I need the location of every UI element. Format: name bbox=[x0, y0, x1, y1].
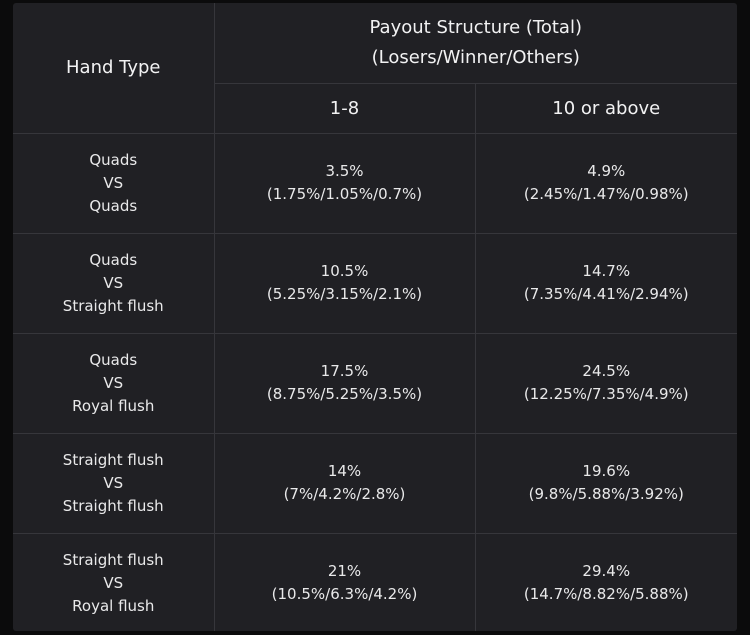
table-row: Straight flush VS Royal flush 21% (10.5%… bbox=[13, 532, 737, 631]
payout-cell-tier2: 29.4% (14.7%/8.82%/5.88%) bbox=[474, 532, 737, 631]
hand-type-cell: Quads VS Royal flush bbox=[13, 332, 215, 434]
payout-table-container: Hand Type Payout Structure (Total) (Lose… bbox=[13, 3, 737, 631]
payout-cell-tier1: 17.5% (8.75%/5.25%/3.5%) bbox=[213, 332, 476, 434]
payout-split: (7%/4.2%/2.8%) bbox=[283, 485, 406, 503]
hand-type-cell: Quads VS Quads bbox=[13, 132, 215, 234]
payout-subtitle: (Losers/Winner/Others) bbox=[371, 46, 580, 68]
hand-a: Quads bbox=[89, 250, 138, 269]
hand-a: Quads bbox=[89, 350, 138, 369]
table-row: Quads VS Straight flush 10.5% (5.25%/3.1… bbox=[13, 232, 737, 334]
vs-label: VS bbox=[103, 473, 124, 492]
hand-b: Straight flush bbox=[62, 296, 164, 315]
tier-header-row: 1-8 10 or above bbox=[13, 82, 737, 134]
table-row: Quads VS Royal flush 17.5% (8.75%/5.25%/… bbox=[13, 332, 737, 434]
payout-split: (9.8%/5.88%/3.92%) bbox=[528, 485, 684, 503]
payout-total: 14.7% bbox=[582, 262, 631, 280]
payout-split: (1.75%/1.05%/0.7%) bbox=[266, 185, 423, 203]
hand-b: Royal flush bbox=[72, 396, 155, 415]
payout-cell-tier2: 4.9% (2.45%/1.47%/0.98%) bbox=[474, 132, 737, 234]
payout-title: Payout Structure (Total) bbox=[369, 16, 582, 38]
header-hand-type: Hand Type bbox=[13, 3, 215, 134]
payout-split: (14.7%/8.82%/5.88%) bbox=[523, 585, 689, 604]
header-payout-structure: Payout Structure (Total) (Losers/Winner/… bbox=[213, 3, 737, 84]
vs-label: VS bbox=[103, 573, 124, 592]
payout-total: 4.9% bbox=[587, 162, 626, 180]
payout-total: 19.6% bbox=[582, 462, 631, 480]
header-tier-1-8: 1-8 bbox=[214, 82, 476, 134]
payout-total: 17.5% bbox=[320, 362, 369, 380]
payout-cell-tier1: 14% (7%/4.2%/2.8%) bbox=[213, 432, 476, 534]
hand-b: Quads bbox=[89, 196, 138, 215]
hand-b: Straight flush bbox=[62, 496, 164, 515]
payout-total: 21% bbox=[327, 562, 362, 581]
hand-a: Straight flush bbox=[62, 550, 164, 569]
vs-label: VS bbox=[103, 173, 124, 192]
payout-split: (2.45%/1.47%/0.98%) bbox=[523, 185, 689, 203]
payout-cell-tier1: 10.5% (5.25%/3.15%/2.1%) bbox=[213, 232, 476, 334]
table-row: Quads VS Quads 3.5% (1.75%/1.05%/0.7%) 4… bbox=[13, 132, 737, 234]
payout-total: 29.4% bbox=[582, 562, 631, 581]
payout-split: (8.75%/5.25%/3.5%) bbox=[266, 385, 423, 403]
payout-total: 14% bbox=[327, 462, 362, 480]
header-row: Hand Type Payout Structure (Total) (Lose… bbox=[13, 3, 737, 134]
payout-split: (5.25%/3.15%/2.1%) bbox=[266, 285, 423, 303]
header-tier-10-or-above: 10 or above bbox=[474, 82, 737, 134]
payout-table: Hand Type Payout Structure (Total) (Lose… bbox=[13, 3, 737, 631]
hand-a: Quads bbox=[89, 150, 138, 169]
payout-total: 3.5% bbox=[325, 162, 364, 180]
payout-total: 24.5% bbox=[582, 362, 631, 380]
payout-split: (12.25%/7.35%/4.9%) bbox=[523, 385, 689, 403]
hand-type-cell: Straight flush VS Royal flush bbox=[13, 532, 215, 631]
table-row: Straight flush VS Straight flush 14% (7%… bbox=[13, 432, 737, 534]
payout-cell-tier1: 21% (10.5%/6.3%/4.2%) bbox=[213, 532, 476, 631]
hand-type-cell: Straight flush VS Straight flush bbox=[13, 432, 215, 534]
vs-label: VS bbox=[103, 373, 124, 392]
vs-label: VS bbox=[103, 273, 124, 292]
hand-b: Royal flush bbox=[72, 596, 155, 615]
hand-type-cell: Quads VS Straight flush bbox=[13, 232, 215, 334]
payout-cell-tier1: 3.5% (1.75%/1.05%/0.7%) bbox=[213, 132, 476, 234]
hand-a: Straight flush bbox=[62, 450, 164, 469]
payout-split: (10.5%/6.3%/4.2%) bbox=[271, 585, 418, 604]
payout-cell-tier2: 19.6% (9.8%/5.88%/3.92%) bbox=[474, 432, 737, 534]
payout-cell-tier2: 24.5% (12.25%/7.35%/4.9%) bbox=[474, 332, 737, 434]
payout-total: 10.5% bbox=[320, 262, 369, 280]
payout-cell-tier2: 14.7% (7.35%/4.41%/2.94%) bbox=[474, 232, 737, 334]
payout-split: (7.35%/4.41%/2.94%) bbox=[523, 285, 689, 303]
